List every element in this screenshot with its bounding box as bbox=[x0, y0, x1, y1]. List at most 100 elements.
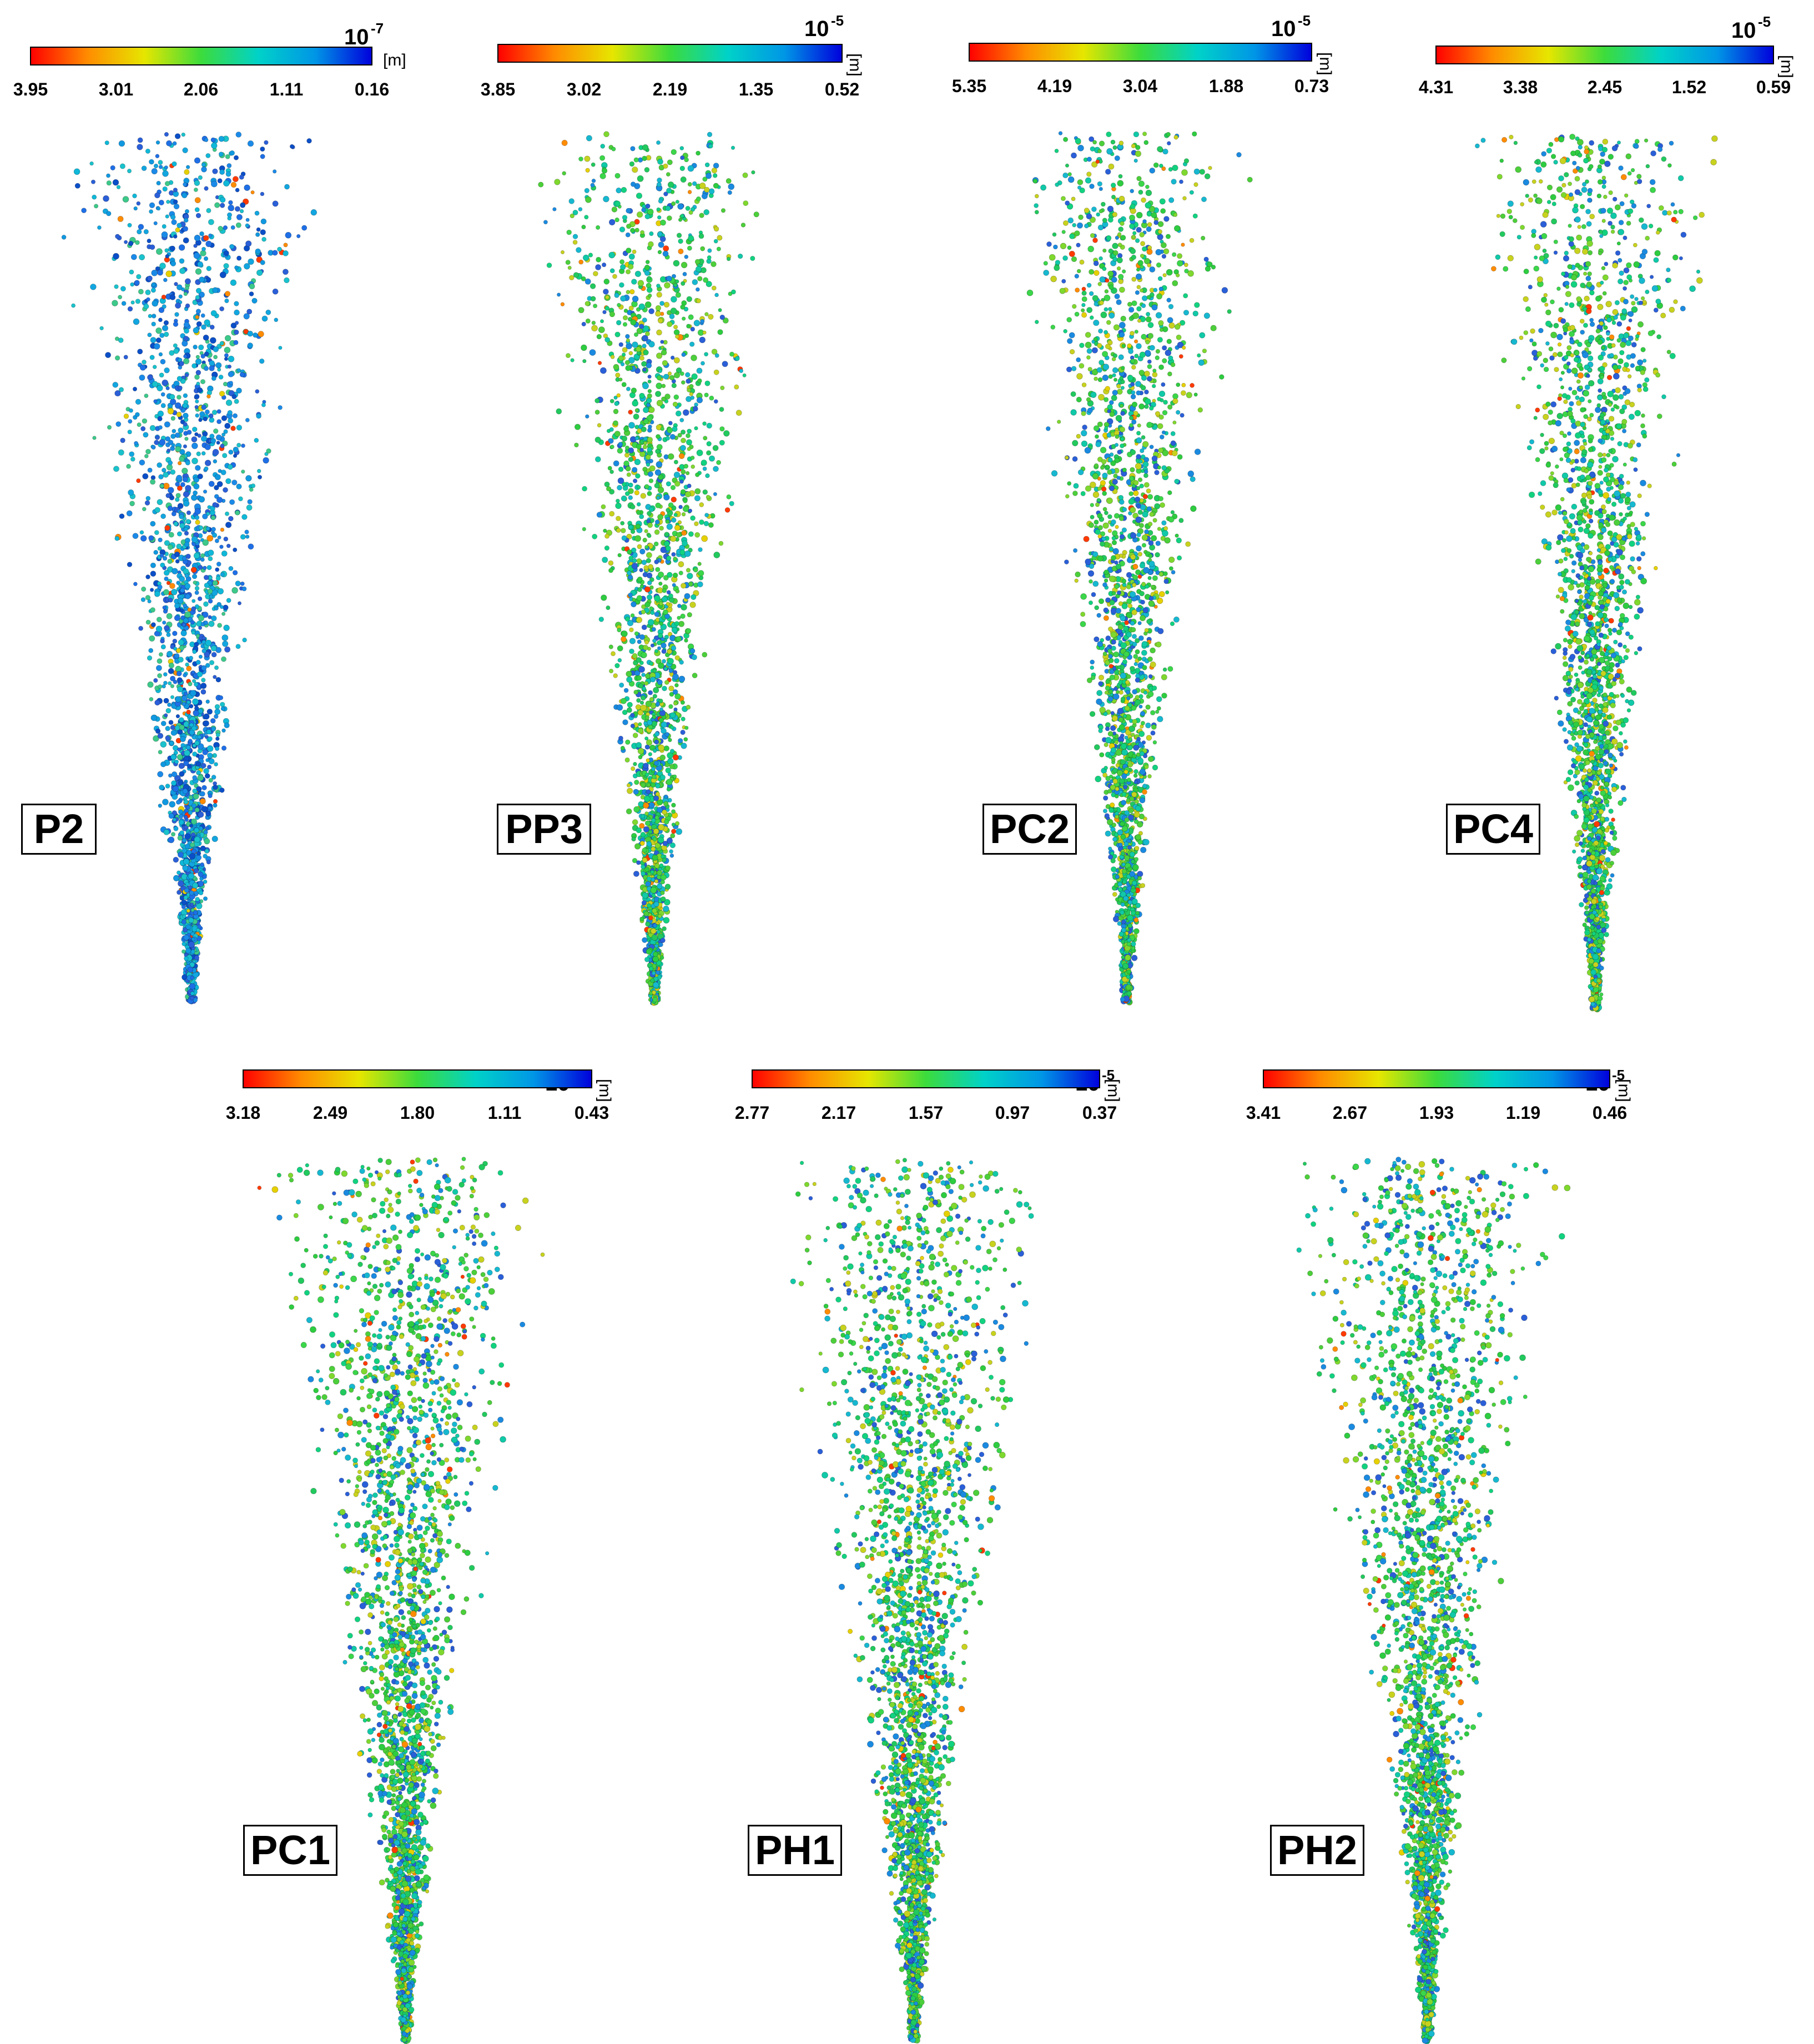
droplet bbox=[183, 321, 190, 328]
droplet bbox=[1167, 490, 1172, 495]
droplet bbox=[626, 707, 632, 713]
droplet bbox=[185, 662, 189, 667]
droplet bbox=[647, 594, 653, 600]
droplet bbox=[628, 593, 633, 598]
droplet bbox=[190, 908, 195, 912]
droplet bbox=[195, 358, 202, 365]
droplet bbox=[191, 670, 195, 675]
droplet bbox=[198, 496, 205, 503]
droplet bbox=[163, 569, 170, 576]
droplet bbox=[163, 320, 169, 326]
droplet bbox=[666, 837, 673, 844]
droplet bbox=[167, 703, 172, 707]
droplet bbox=[203, 416, 208, 422]
droplet bbox=[635, 704, 642, 710]
droplet bbox=[154, 530, 159, 535]
droplet bbox=[603, 289, 609, 295]
droplet bbox=[235, 644, 241, 649]
droplet bbox=[168, 681, 172, 685]
droplet bbox=[572, 234, 578, 239]
droplet bbox=[581, 224, 586, 229]
droplet bbox=[186, 165, 190, 169]
droplet bbox=[227, 464, 233, 470]
droplet bbox=[110, 165, 115, 171]
droplet bbox=[657, 870, 663, 876]
droplet bbox=[682, 409, 689, 416]
droplet bbox=[618, 377, 623, 382]
droplet bbox=[126, 510, 133, 517]
droplet bbox=[1050, 275, 1057, 282]
droplet bbox=[120, 437, 125, 443]
droplet bbox=[224, 722, 230, 729]
droplet bbox=[671, 296, 677, 303]
droplet bbox=[219, 605, 224, 609]
droplet bbox=[233, 340, 239, 345]
droplet bbox=[193, 910, 198, 915]
droplet bbox=[232, 570, 238, 576]
droplet bbox=[179, 771, 185, 777]
droplet bbox=[277, 246, 282, 252]
droplet bbox=[219, 341, 224, 346]
droplet bbox=[149, 635, 155, 642]
droplet bbox=[184, 887, 189, 893]
droplet bbox=[677, 615, 681, 620]
droplet bbox=[651, 846, 656, 852]
droplet bbox=[669, 375, 675, 381]
droplet bbox=[164, 181, 170, 186]
droplet bbox=[604, 306, 610, 311]
droplet bbox=[681, 261, 688, 269]
colorbar-tick-label: 0.52 bbox=[825, 79, 859, 99]
droplet bbox=[621, 435, 628, 442]
droplet bbox=[1136, 431, 1141, 436]
droplet bbox=[150, 337, 157, 344]
droplet bbox=[183, 226, 188, 232]
droplet bbox=[169, 801, 176, 807]
droplet bbox=[609, 470, 614, 475]
droplet bbox=[680, 445, 686, 451]
droplet bbox=[642, 317, 647, 323]
droplet bbox=[651, 877, 656, 882]
droplet bbox=[673, 394, 679, 400]
droplet bbox=[198, 871, 204, 877]
droplet bbox=[173, 856, 179, 863]
droplet bbox=[609, 398, 614, 403]
droplet bbox=[1161, 674, 1167, 680]
droplet bbox=[647, 379, 652, 383]
droplet bbox=[1183, 263, 1188, 268]
droplet bbox=[170, 695, 174, 699]
droplet bbox=[688, 531, 694, 537]
droplet bbox=[653, 687, 659, 694]
droplet bbox=[194, 827, 200, 833]
droplet bbox=[707, 255, 712, 260]
droplet bbox=[177, 890, 182, 895]
droplet bbox=[183, 358, 190, 365]
droplet bbox=[145, 148, 150, 154]
droplet bbox=[232, 176, 239, 183]
droplet bbox=[657, 178, 662, 183]
droplet bbox=[644, 264, 650, 270]
droplet bbox=[678, 675, 686, 683]
droplet bbox=[636, 860, 641, 865]
droplet bbox=[155, 154, 160, 159]
droplet bbox=[604, 533, 609, 539]
droplet bbox=[158, 164, 163, 169]
droplet bbox=[672, 754, 679, 761]
droplet bbox=[274, 317, 279, 322]
droplet bbox=[690, 515, 696, 521]
droplet bbox=[604, 481, 610, 487]
droplet bbox=[191, 630, 195, 635]
droplet bbox=[696, 298, 701, 304]
droplet bbox=[666, 508, 671, 513]
droplet bbox=[221, 415, 228, 421]
droplet bbox=[663, 801, 669, 806]
droplet bbox=[681, 437, 686, 443]
droplet bbox=[623, 309, 628, 313]
droplet bbox=[212, 502, 218, 508]
droplet bbox=[626, 533, 632, 540]
droplet bbox=[634, 779, 639, 785]
droplet bbox=[1165, 234, 1171, 239]
droplet bbox=[649, 966, 654, 971]
droplet bbox=[231, 587, 238, 594]
droplet bbox=[663, 163, 668, 169]
